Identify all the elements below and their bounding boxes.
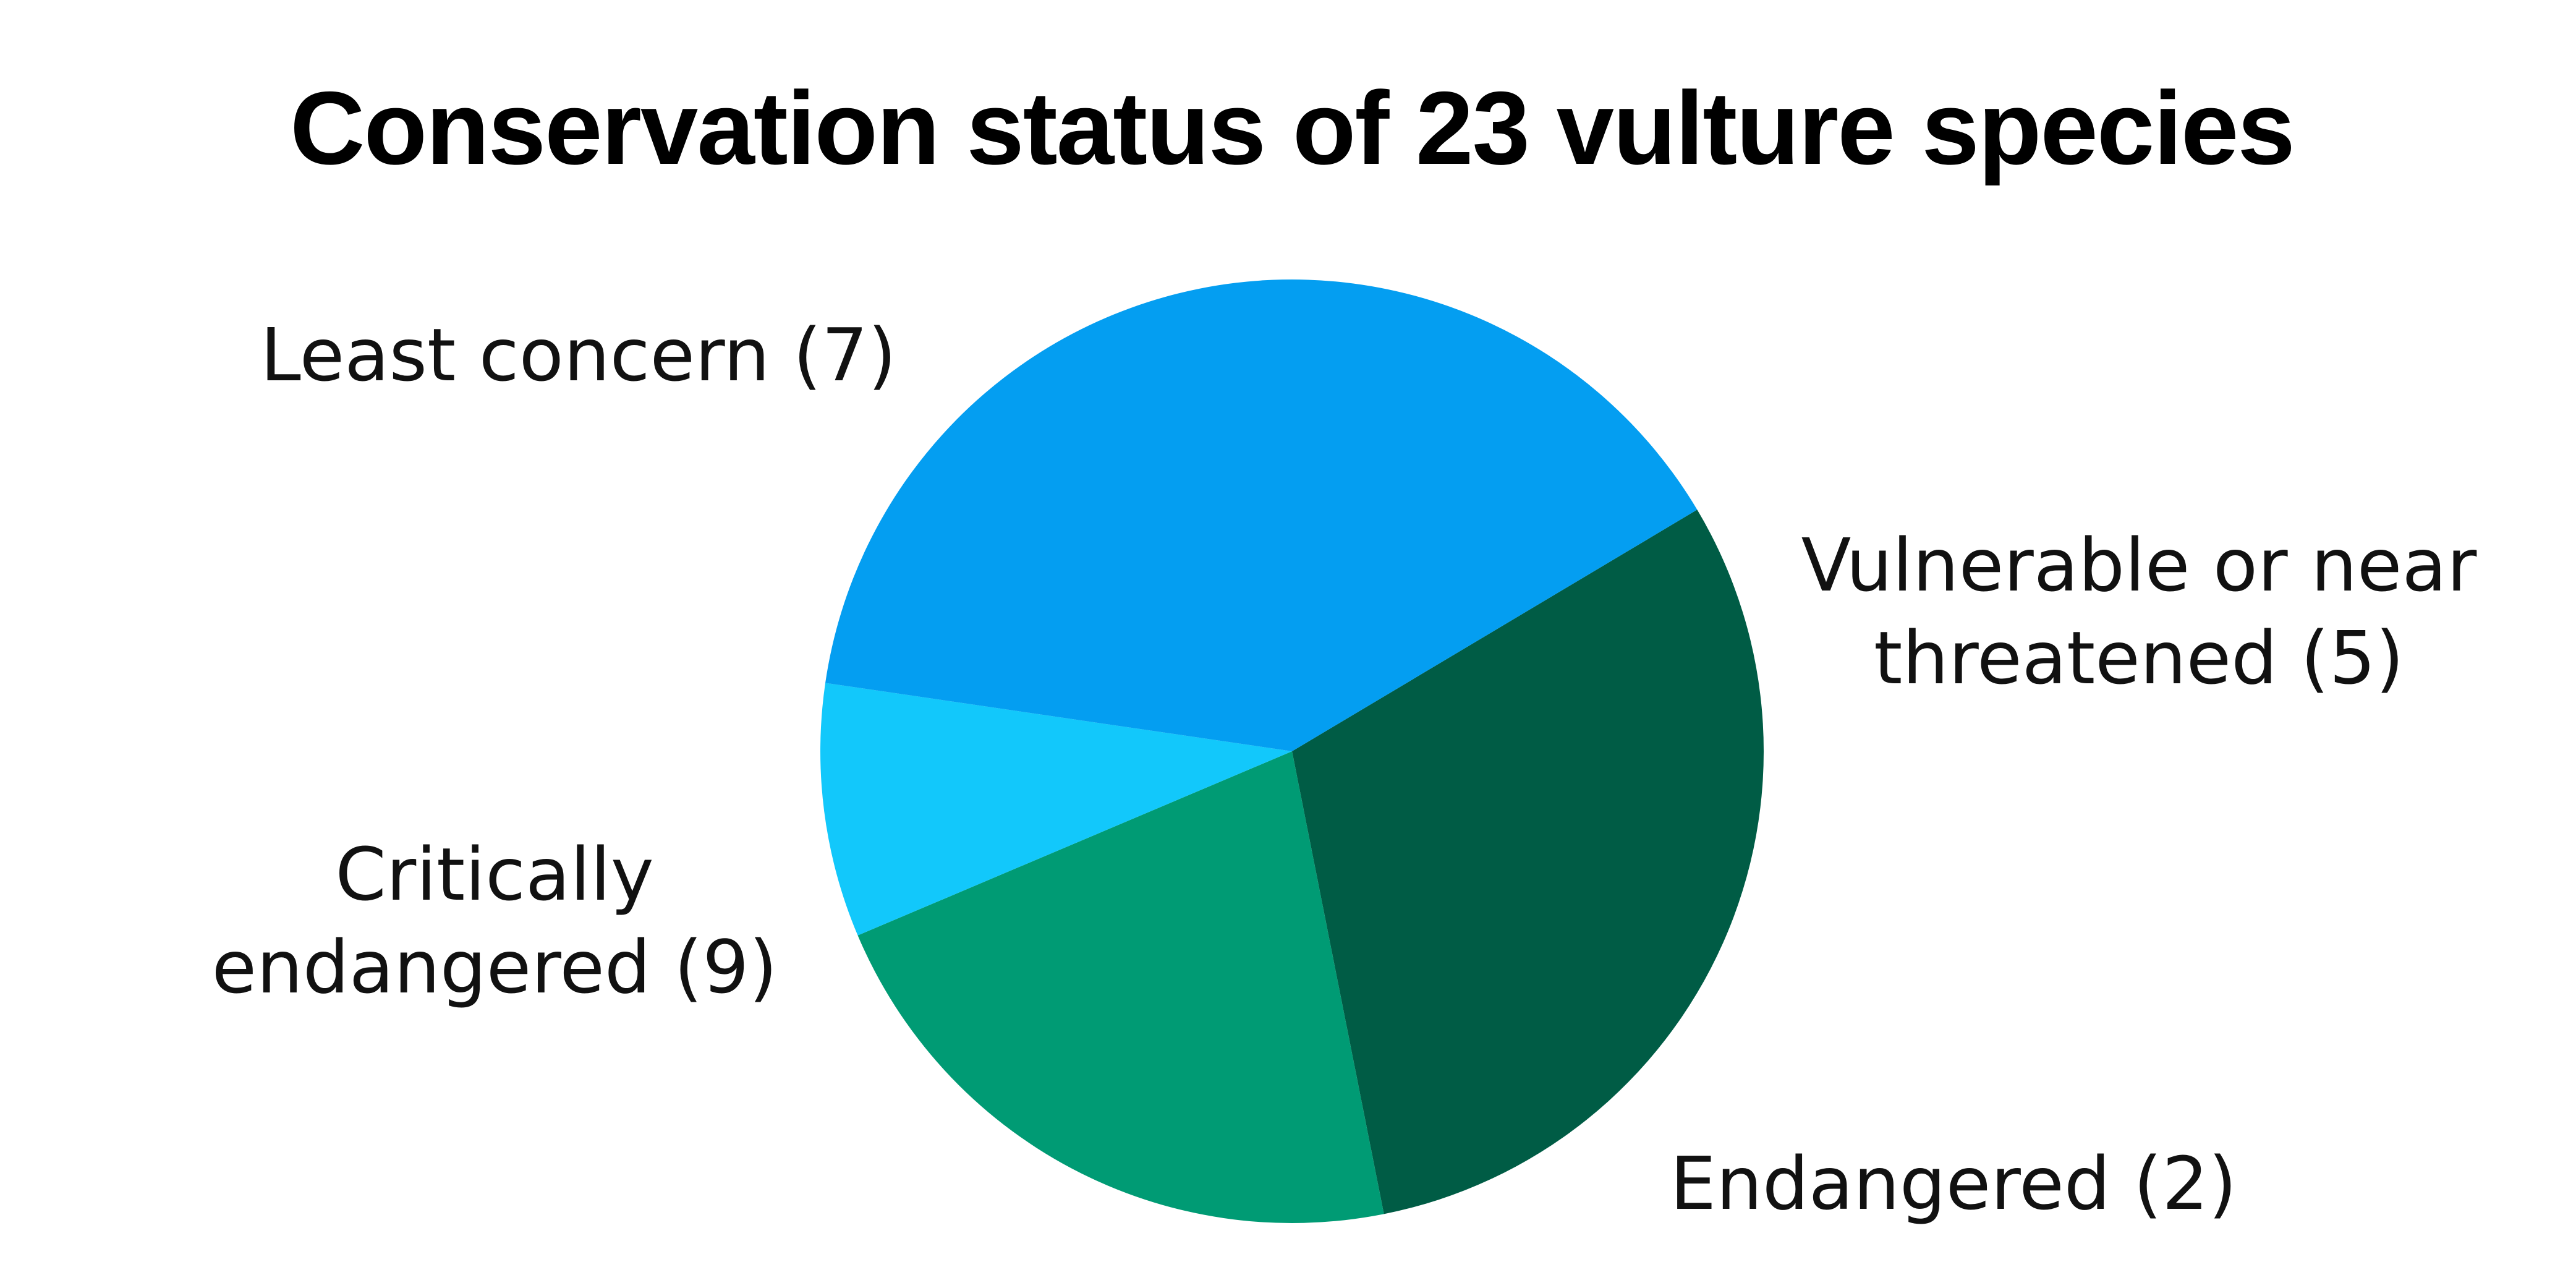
pie-slice-vulnerable-or-near-threatened bbox=[857, 751, 1384, 1224]
pie-slice-critically-endangered bbox=[825, 279, 1698, 751]
slice-label-endangered: Endangered (2) bbox=[1670, 1141, 2237, 1226]
pie-slice-least-concern bbox=[1292, 510, 1764, 1214]
slice-label-critically-endangered: Critically endangered (9) bbox=[212, 832, 778, 1010]
slice-label-vulnerable-or-near-threatened: Vulnerable or near threatened (5) bbox=[1801, 522, 2477, 701]
slice-label-line: Vulnerable or near bbox=[1801, 522, 2477, 608]
pie-slice-endangered bbox=[820, 683, 1292, 936]
slice-label-line: Critically bbox=[335, 832, 653, 917]
slice-label-least-concern: Least concern (7) bbox=[260, 312, 896, 398]
slice-label-line: threatened (5) bbox=[1874, 615, 2404, 701]
slice-labels: Least concern (7) Vulnerable or near threa… bbox=[212, 312, 2477, 1226]
chart-title: Conservation status of 23 vulture specie… bbox=[290, 70, 2294, 186]
slice-label-line: Endangered (2) bbox=[1670, 1141, 2237, 1226]
slice-label-line: endangered (9) bbox=[212, 924, 778, 1010]
slice-label-line: Least concern (7) bbox=[260, 312, 896, 398]
pie-slices bbox=[820, 279, 1764, 1224]
